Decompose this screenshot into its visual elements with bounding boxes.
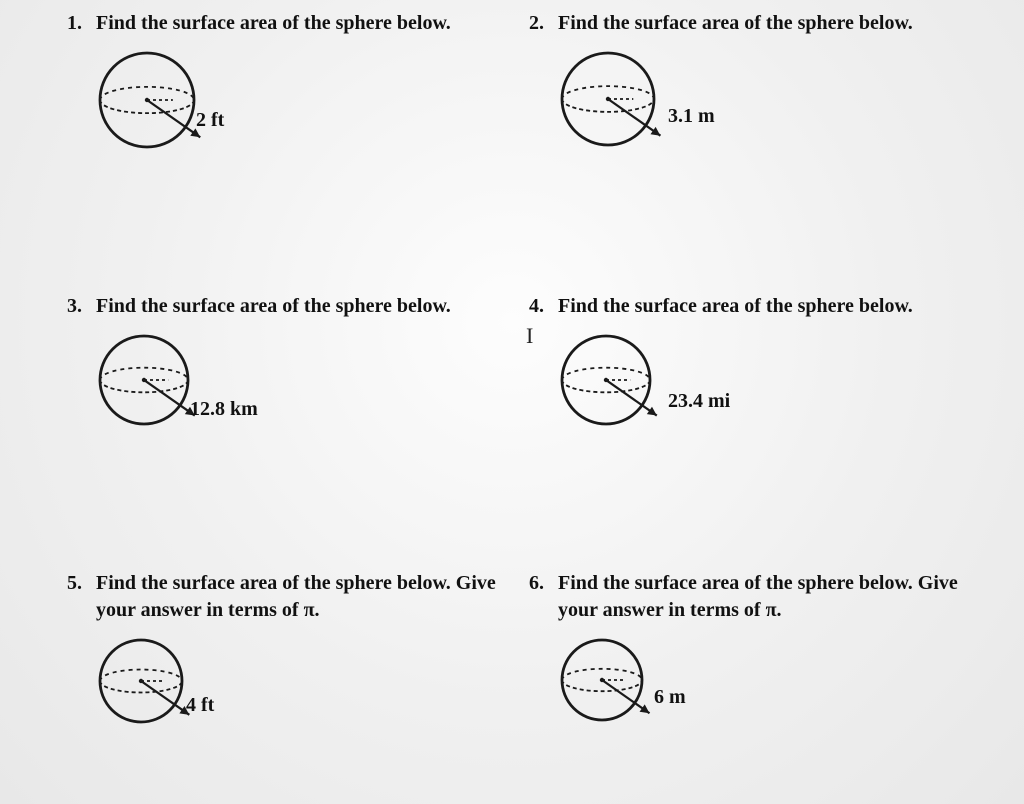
radius-label: 23.4 mi <box>668 390 730 413</box>
sphere-icon <box>558 332 686 450</box>
problem-number: 1. <box>60 10 82 37</box>
problem-prompt: 2. Find the surface area of the sphere b… <box>522 10 984 37</box>
problem-row-1: 1. Find the surface area of the sphere b… <box>60 10 984 173</box>
sphere-figure: 2 ft <box>96 49 522 173</box>
problem-prompt: 3. Find the surface area of the sphere b… <box>60 293 522 320</box>
worksheet-page: 1. Find the surface area of the sphere b… <box>0 0 1024 804</box>
problem-6: 6. Find the surface area of the sphere b… <box>522 570 984 748</box>
problem-number: 2. <box>522 10 544 37</box>
problem-1: 1. Find the surface area of the sphere b… <box>60 10 522 173</box>
problem-row-2: 3. Find the surface area of the sphere b… <box>60 293 984 450</box>
problem-number: 6. <box>522 570 544 597</box>
problem-number: 3. <box>60 293 82 320</box>
sphere-figure: 23.4 mi <box>558 332 984 450</box>
problem-3: 3. Find the surface area of the sphere b… <box>60 293 522 450</box>
radius-label: 6 m <box>654 686 686 709</box>
problem-number: 4. <box>522 293 544 320</box>
problem-text: Find the surface area of the sphere belo… <box>558 570 958 624</box>
text-cursor-icon: I <box>526 323 533 349</box>
problem-number: 5. <box>60 570 82 597</box>
problem-prompt: 5. Find the surface area of the sphere b… <box>60 570 522 624</box>
radius-label: 4 ft <box>186 694 214 717</box>
sphere-figure: 4 ft <box>96 636 522 748</box>
problem-5: 5. Find the surface area of the sphere b… <box>60 570 522 748</box>
problem-row-3: 5. Find the surface area of the sphere b… <box>60 570 984 748</box>
sphere-icon <box>96 636 218 748</box>
problem-text: Find the surface area of the sphere belo… <box>558 10 913 37</box>
problem-prompt: 4. Find the surface area of the sphere b… <box>522 293 984 320</box>
radius-label: 2 ft <box>196 109 224 132</box>
radius-label: 12.8 km <box>190 398 258 421</box>
problem-text: Find the surface area of the sphere belo… <box>96 570 496 624</box>
sphere-figure: 12.8 km <box>96 332 522 450</box>
problem-prompt: 6. Find the surface area of the sphere b… <box>522 570 984 624</box>
problem-text: Find the surface area of the sphere belo… <box>558 293 913 320</box>
problem-text: Find the surface area of the sphere belo… <box>96 10 451 37</box>
problem-2: 2. Find the surface area of the sphere b… <box>522 10 984 173</box>
problem-4: 4. Find the surface area of the sphere b… <box>522 293 984 450</box>
radius-label: 3.1 m <box>668 105 715 128</box>
sphere-figure: 3.1 m <box>558 49 984 171</box>
problem-text: Find the surface area of the sphere belo… <box>96 293 451 320</box>
problem-prompt: 1. Find the surface area of the sphere b… <box>60 10 522 37</box>
sphere-icon <box>96 332 224 450</box>
sphere-figure: 6 m <box>558 636 984 746</box>
